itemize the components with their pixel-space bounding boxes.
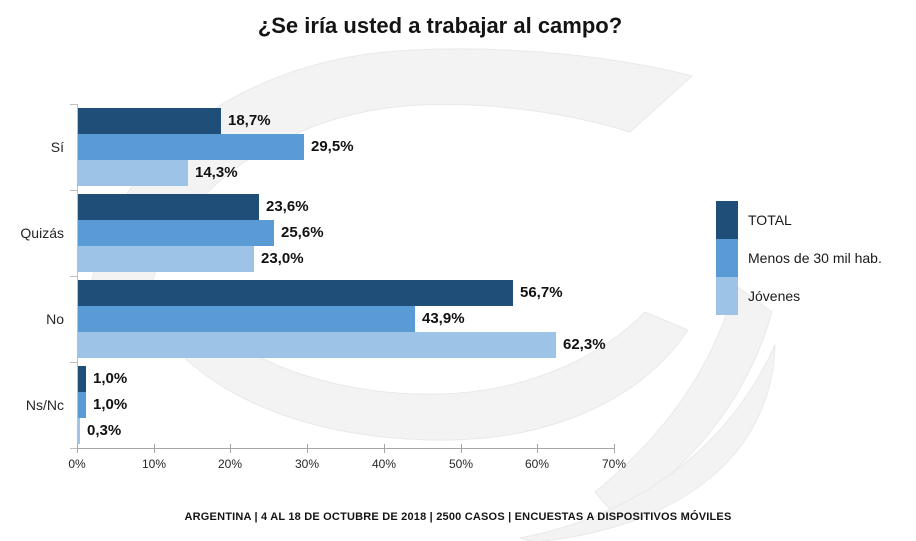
bar-total-no	[78, 280, 513, 306]
footer-caption: ARGENTINA | 4 AL 18 DE OCTUBRE DE 2018 |…	[184, 511, 732, 523]
legend-label: TOTAL	[748, 212, 792, 228]
bar-value-label: 29,5%	[311, 138, 354, 155]
category-axis: Sí Quizás No Ns/Nc	[0, 104, 66, 448]
legend-label: Menos de 30 mil hab.	[748, 250, 882, 266]
y-axis-tick	[70, 362, 77, 363]
x-axis-tick-label: 50%	[448, 457, 474, 471]
x-axis-tick-label: 40%	[371, 457, 397, 471]
x-axis-tick	[537, 444, 538, 453]
plot-area: 18,7% 29,5% 14,3% 23,6% 25,6% 23,0% 56,7% 43,9%…	[77, 104, 614, 448]
legend-item-j-venes: Jóvenes	[716, 277, 882, 315]
bar-value-label: 43,9%	[422, 310, 465, 327]
bar-menos-de-30-mil-hab-ns-nc	[78, 392, 86, 418]
bar-value-label: 23,6%	[266, 198, 309, 215]
x-axis-tick	[230, 444, 231, 453]
x-axis-tick-label: 30%	[294, 457, 320, 471]
bar-value-label: 0,3%	[87, 422, 122, 439]
legend-item-total: TOTAL	[716, 201, 882, 239]
category-label-s: Sí	[50, 139, 64, 155]
category-label-quiz-s: Quizás	[20, 225, 64, 241]
x-axis-tick	[77, 444, 78, 453]
bar-total-ns-nc	[78, 366, 86, 392]
x-axis-tick	[461, 444, 462, 453]
x-axis-tick	[154, 444, 155, 453]
x-axis-tick	[307, 444, 308, 453]
category-label-no: No	[46, 311, 64, 327]
bar-value-label: 25,6%	[281, 224, 324, 241]
bar-j-venes-no	[78, 332, 556, 358]
bar-value-label: 56,7%	[520, 284, 563, 301]
y-axis-tick	[70, 276, 77, 277]
x-axis-tick-label: 70%	[601, 457, 627, 471]
bar-value-label: 23,0%	[261, 250, 304, 267]
bar-value-label: 1,0%	[93, 370, 128, 387]
x-axis-tick-label: 20%	[217, 457, 243, 471]
bar-j-venes-quiz-s	[78, 246, 254, 272]
legend-swatch	[716, 239, 738, 277]
x-axis-tick-label: 0%	[68, 457, 86, 471]
legend-swatch	[716, 277, 738, 315]
bar-value-label: 18,7%	[228, 112, 271, 129]
bar-value-label: 62,3%	[563, 336, 606, 353]
bar-total-s	[78, 108, 221, 134]
bar-menos-de-30-mil-hab-no	[78, 306, 415, 332]
bar-value-label: 1,0%	[93, 396, 128, 413]
bar-j-venes-ns-nc	[78, 418, 80, 444]
category-label-ns-nc: Ns/Nc	[25, 397, 64, 413]
bar-menos-de-30-mil-hab-s	[78, 134, 304, 160]
legend-label: Jóvenes	[748, 288, 801, 304]
y-axis-tick	[70, 104, 77, 105]
x-axis-tick	[384, 444, 385, 453]
legend-swatch	[716, 201, 738, 239]
page-title: ¿Se iría usted a trabajar al campo?	[257, 13, 623, 38]
x-axis-tick-label: 10%	[141, 457, 167, 471]
x-axis-tick-label: 60%	[524, 457, 550, 471]
bar-j-venes-s	[78, 160, 188, 186]
bar-total-quiz-s	[78, 194, 259, 220]
legend-item-menos-de-30-mil-hab: Menos de 30 mil hab.	[716, 239, 882, 277]
bar-value-label: 14,3%	[195, 164, 238, 181]
legend: TOTAL Menos de 30 mil hab. Jóvenes	[716, 201, 882, 315]
x-axis-tick	[614, 444, 615, 453]
bar-menos-de-30-mil-hab-quiz-s	[78, 220, 274, 246]
y-axis-tick	[70, 448, 77, 449]
y-axis-tick	[70, 190, 77, 191]
